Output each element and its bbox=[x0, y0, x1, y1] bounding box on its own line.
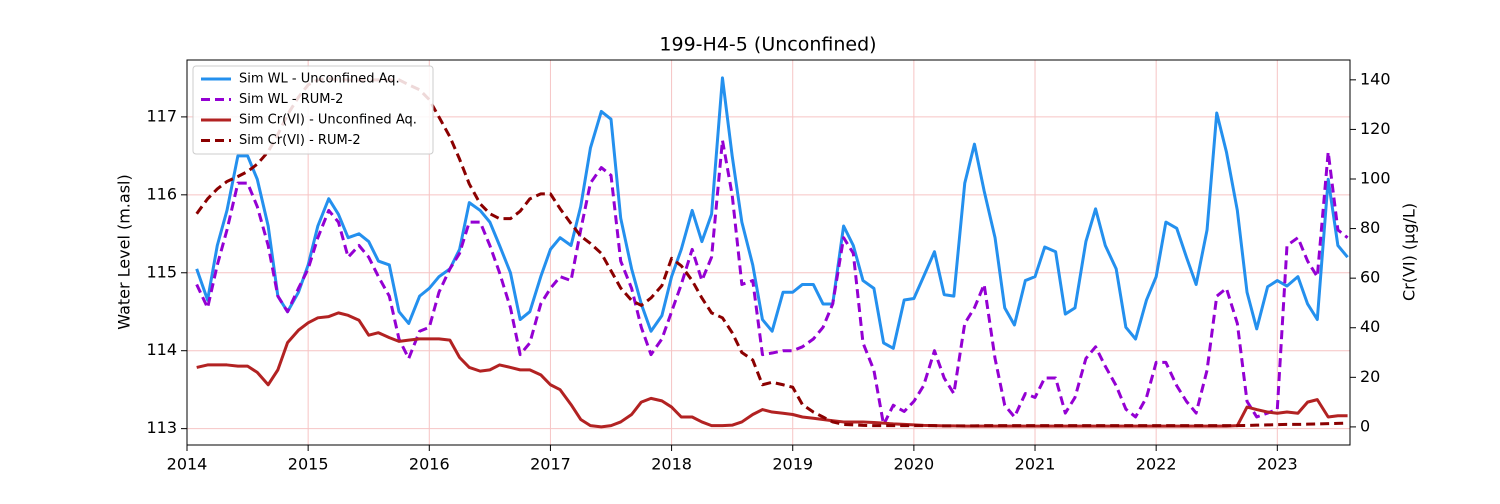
x-tick-label: 2021 bbox=[1015, 455, 1056, 474]
y-tick-label: 115 bbox=[146, 262, 177, 281]
y2-tick-label: 0 bbox=[1360, 416, 1370, 435]
x-tick-label: 2019 bbox=[772, 455, 813, 474]
y-tick-label: 114 bbox=[146, 340, 177, 359]
y-tick-label: 117 bbox=[146, 106, 177, 125]
chart-title: 199-H4-5 (Unconfined) bbox=[659, 34, 876, 56]
y2-tick-label: 80 bbox=[1360, 218, 1380, 237]
x-tick-label: 2016 bbox=[409, 455, 450, 474]
x-tick-label: 2023 bbox=[1257, 455, 1298, 474]
y2-tick-label: 100 bbox=[1360, 168, 1391, 187]
x-tick-label: 2014 bbox=[167, 455, 208, 474]
y-axis-label: Water Level (m.asl) bbox=[115, 174, 134, 329]
x-tick-label: 2020 bbox=[894, 455, 935, 474]
y2-axis-label: Cr(VI) (µg/L) bbox=[1400, 203, 1419, 301]
x-tick-label: 2022 bbox=[1136, 455, 1177, 474]
y2-tick-label: 40 bbox=[1360, 317, 1380, 336]
x-tick-label: 2017 bbox=[530, 455, 571, 474]
y2-tick-label: 120 bbox=[1360, 119, 1391, 138]
y-tick-label: 113 bbox=[146, 418, 177, 437]
y2-tick-label: 140 bbox=[1360, 69, 1391, 88]
plot-frame bbox=[186, 59, 1351, 446]
legend-label: Sim WL - RUM-2 bbox=[239, 92, 343, 107]
legend-box bbox=[192, 65, 434, 155]
y2-tick-label: 60 bbox=[1360, 268, 1380, 287]
y2-tick-label: 20 bbox=[1360, 367, 1380, 386]
x-tick-label: 2018 bbox=[651, 455, 692, 474]
legend-label: Sim Cr(VI) - RUM-2 bbox=[239, 133, 361, 148]
series-line bbox=[195, 76, 1349, 350]
axes: 2014 2015 2016 2017 2018 2019 2020 2021 2022 2023… bbox=[146, 59, 1391, 474]
x-tick-label: 2015 bbox=[288, 455, 329, 474]
legend-label: Sim WL - Unconfined Aq. bbox=[239, 72, 400, 87]
legend: Sim WL - Unconfined Aq. Sim WL - RUM-2 Sim… bbox=[192, 65, 434, 155]
legend-label: Sim Cr(VI) - Unconfined Aq. bbox=[239, 113, 417, 128]
y-tick-label: 116 bbox=[146, 184, 177, 203]
series-line bbox=[195, 138, 1349, 427]
